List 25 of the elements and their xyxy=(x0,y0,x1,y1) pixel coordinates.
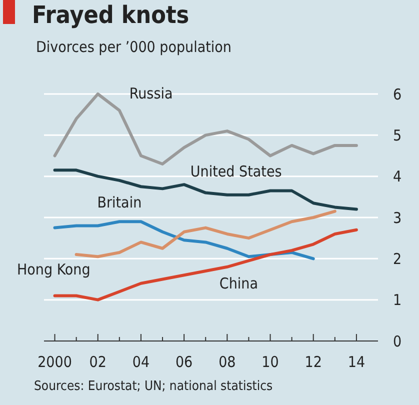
series-label: China xyxy=(219,274,258,293)
y-tick-label: 2 xyxy=(393,250,402,268)
chart-subtitle: Divorces per ’000 population xyxy=(36,38,232,56)
series-label: United States xyxy=(190,162,282,181)
y-tick-label: 3 xyxy=(393,208,402,227)
line-series xyxy=(53,228,358,302)
source-note: Sources: Eurostat; UN; national statistics xyxy=(34,379,273,394)
x-tick-label: 04 xyxy=(132,353,150,371)
x-tick-label: 2000 xyxy=(38,353,72,371)
x-tick-label: 12 xyxy=(304,353,322,371)
y-tick-label: 1 xyxy=(393,291,402,310)
y-tick-label: 0 xyxy=(393,332,402,350)
x-tick-label: 02 xyxy=(89,353,106,371)
x-tick-label: 06 xyxy=(175,353,193,371)
series-label: Britain xyxy=(97,194,142,212)
y-tick-label: 6 xyxy=(393,85,402,104)
series-label: Russia xyxy=(129,84,173,102)
chart-title: Frayed knots xyxy=(32,1,190,29)
y-tick-label: 4 xyxy=(393,168,402,186)
x-tick-label: 14 xyxy=(348,353,366,371)
x-tick-label: 08 xyxy=(218,353,236,371)
x-tick-label: 10 xyxy=(262,353,279,371)
y-tick-label: 5 xyxy=(393,126,402,144)
line-series xyxy=(74,210,336,258)
series-label: Hong Kong xyxy=(17,260,90,279)
